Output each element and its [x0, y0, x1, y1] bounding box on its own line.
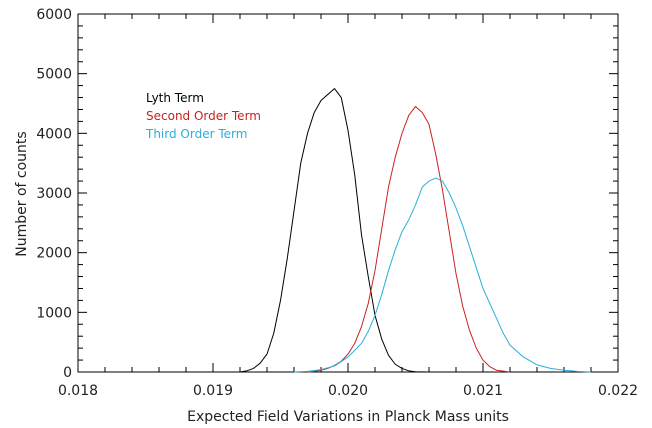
y-tick-label: 1000: [36, 305, 72, 321]
legend-entry-third-order: Third Order Term: [145, 127, 247, 141]
x-tick-label: 0.021: [463, 383, 503, 399]
second-order-term-line: [307, 105, 511, 373]
series-layer: [239, 88, 592, 373]
y-tick-label: 0: [63, 365, 72, 381]
y-tick-label: 6000: [36, 7, 72, 23]
x-axis-title: Expected Field Variations in Planck Mass…: [187, 409, 509, 425]
y-tick-label: 5000: [36, 67, 72, 83]
x-tick-label: 0.019: [193, 383, 233, 399]
legend-entry-lyth: Lyth Term: [146, 91, 204, 105]
third-order-term-line: [293, 177, 592, 373]
legend: Lyth Term Second Order Term Third Order …: [145, 91, 261, 141]
x-tick-label: 0.022: [598, 383, 638, 399]
x-tick-label: 0.020: [328, 383, 368, 399]
y-tick-label: 4000: [36, 126, 72, 142]
y-axis-title: Number of counts: [14, 131, 30, 256]
y-tick-label: 2000: [36, 246, 72, 262]
x-tick-label: 0.018: [58, 383, 98, 399]
plot-frame: [77, 13, 619, 373]
legend-entry-second-order: Second Order Term: [146, 109, 261, 123]
y-tick-label: 3000: [36, 186, 72, 202]
axis-ticks: 0.018 0.019 0.020 0.021 0.022 0 1000 2000 3000 40…: [36, 7, 638, 399]
lyth-term-line: [239, 88, 430, 373]
